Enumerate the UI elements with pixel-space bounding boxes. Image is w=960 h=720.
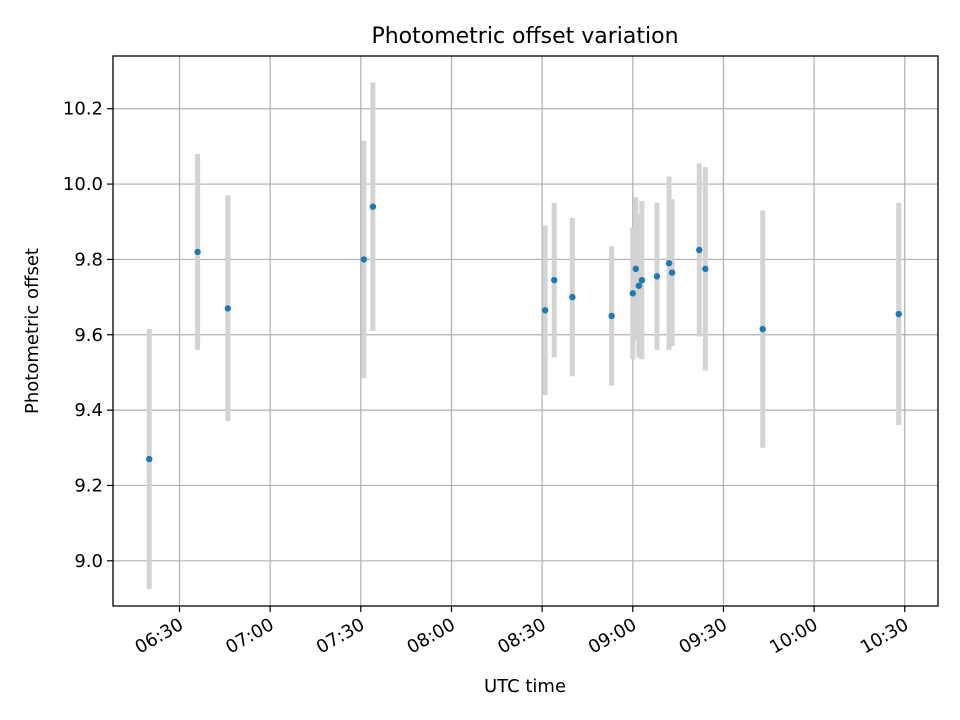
y-axis-title: Photometric offset <box>22 248 43 414</box>
data-point <box>702 265 709 273</box>
y-tick-label: 9.8 <box>74 249 103 270</box>
data-point <box>551 276 558 284</box>
data-point <box>665 259 673 267</box>
data-point <box>632 265 640 273</box>
y-tick-label: 9.6 <box>74 325 103 346</box>
chart-title: Photometric offset variation <box>371 24 678 49</box>
y-tick-label: 9.4 <box>74 400 103 421</box>
plot-frame <box>112 55 939 607</box>
data-point <box>668 269 676 276</box>
data-point <box>635 282 643 289</box>
data-point <box>369 203 377 210</box>
data-point <box>895 310 902 318</box>
data-point <box>608 312 615 320</box>
data-point <box>569 293 576 301</box>
data-point <box>360 256 368 263</box>
y-axis-ticks: 9.0 9.2 9.4 9.6 9.8 10.0 10.2 <box>63 99 113 572</box>
data-point <box>629 290 636 297</box>
x-axis-title: UTC time <box>484 676 566 697</box>
data-point <box>541 307 549 314</box>
data-point <box>696 246 703 254</box>
data-point <box>224 305 232 312</box>
y-tick-label: 9.0 <box>74 551 103 572</box>
data-point <box>194 248 201 256</box>
data-point <box>653 273 661 280</box>
data-point <box>638 276 646 284</box>
y-tick-label: 9.2 <box>74 475 103 496</box>
data-point <box>759 325 766 333</box>
data-point <box>146 455 153 463</box>
y-tick-label: 10.0 <box>63 174 103 195</box>
data-points <box>146 203 902 463</box>
y-tick-label: 10.2 <box>63 99 103 120</box>
